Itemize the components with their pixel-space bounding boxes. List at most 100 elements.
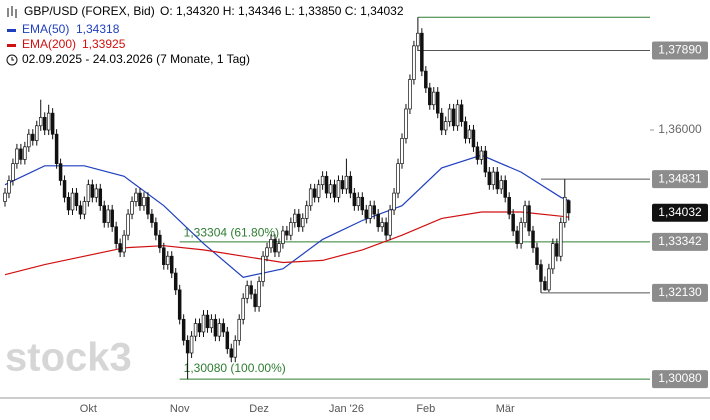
ema-line	[4, 211, 569, 276]
candle-body	[297, 213, 301, 228]
candle-body	[451, 108, 456, 127]
header-bg	[0, 0, 400, 72]
candle-body	[439, 112, 444, 131]
candle-body	[519, 222, 523, 244]
symbol: GBP/USD (FOREX, Bid)	[24, 4, 155, 18]
candle-body	[273, 239, 277, 253]
candle-body	[348, 175, 353, 194]
candle-body	[404, 108, 408, 139]
candle-body	[555, 243, 559, 257]
candle-body	[293, 213, 297, 223]
candle-body	[320, 175, 325, 186]
candle-body	[193, 323, 198, 337]
candle-body	[400, 138, 404, 165]
candle-body	[35, 125, 39, 141]
candle-body	[527, 205, 531, 232]
candle-body	[86, 184, 91, 202]
candle-body	[289, 222, 293, 236]
fib-label: 1,30080 (100.00%)	[184, 361, 286, 375]
watermark: stock3	[5, 336, 132, 380]
candle-body	[122, 234, 126, 253]
candle-body	[205, 314, 210, 329]
candle-body	[90, 184, 95, 198]
legend-value: 1,34318	[76, 22, 120, 36]
candle-body	[237, 318, 241, 341]
candle-body	[336, 180, 341, 198]
candle-body	[507, 196, 511, 215]
candle-body	[547, 268, 551, 291]
candle-body	[166, 255, 170, 265]
candle-body	[412, 45, 416, 80]
candle-body	[435, 91, 440, 114]
level-label: 1,32130	[658, 285, 702, 299]
candle-body	[408, 79, 412, 110]
fib-label: 1,33304 (61.80%)	[184, 226, 279, 240]
candle-body	[352, 192, 357, 207]
candle-body	[467, 129, 472, 139]
x-tick-label: Feb	[416, 403, 435, 415]
candle-body	[360, 196, 365, 211]
candle-body	[42, 117, 47, 131]
candle-body	[229, 348, 234, 358]
candle-body	[531, 230, 535, 249]
candle-body	[27, 133, 31, 148]
legend-swatch	[7, 29, 16, 32]
candle-body	[169, 255, 174, 274]
x-tick-label: Mär	[496, 403, 515, 415]
candle-body	[70, 192, 75, 211]
candle-body	[98, 188, 103, 207]
candle-body	[495, 171, 500, 190]
candle-body	[3, 192, 7, 202]
candle-body	[551, 243, 555, 270]
candle-body	[344, 175, 349, 190]
last-price-label: 1,34032	[658, 205, 702, 219]
candle-body	[201, 314, 206, 333]
candle-body	[265, 247, 269, 257]
candle-body	[312, 188, 317, 198]
candle-body	[455, 104, 460, 127]
candle-body	[19, 148, 23, 160]
candle-body	[78, 205, 83, 215]
candle-body	[142, 196, 146, 207]
candle-body	[491, 171, 496, 186]
candle-body	[253, 293, 257, 308]
level-box	[652, 370, 708, 389]
candle-body	[285, 230, 289, 236]
candle-body	[566, 200, 571, 214]
level-box	[652, 232, 708, 251]
level-label: 1,34831	[658, 171, 702, 185]
candle-body	[281, 230, 285, 244]
candle-body	[340, 180, 345, 190]
legend-value: 1,33925	[82, 37, 126, 51]
candle-body	[380, 222, 384, 228]
level-box	[652, 283, 708, 302]
plot: 1,36000 Okt Nov Dez Jan '26 Feb Mär 1,37890 1,34…	[0, 16, 710, 415]
candle-body	[106, 209, 110, 223]
candle-body	[523, 205, 527, 223]
x-tick-label: Nov	[170, 403, 190, 415]
level-label: 1,30080	[658, 371, 702, 385]
candle-body	[316, 184, 321, 198]
candle-body	[261, 255, 265, 282]
candle-body	[535, 247, 539, 265]
period: 02.09.2025 - 24.03.2026 (7 Monate, 1 Tag…	[22, 52, 250, 66]
candle-body	[269, 239, 273, 249]
candle-body	[447, 108, 452, 122]
candle-body	[428, 87, 432, 106]
candle-body	[23, 146, 27, 160]
candle-body	[54, 133, 59, 165]
y-tick-label: 1,36000	[658, 122, 702, 136]
legend-name: EMA(200)	[22, 37, 76, 51]
candle-body	[443, 121, 448, 131]
candle-body	[543, 281, 547, 291]
x-tick-label: Okt	[80, 403, 97, 415]
candle-body	[213, 318, 218, 337]
candle-body	[181, 318, 186, 341]
candle-body	[146, 196, 150, 215]
candle-body	[364, 209, 369, 219]
candle-body	[102, 205, 106, 223]
candle-body	[126, 213, 130, 236]
clock-icon	[6, 54, 18, 66]
x-tick-label: Dez	[249, 403, 269, 415]
